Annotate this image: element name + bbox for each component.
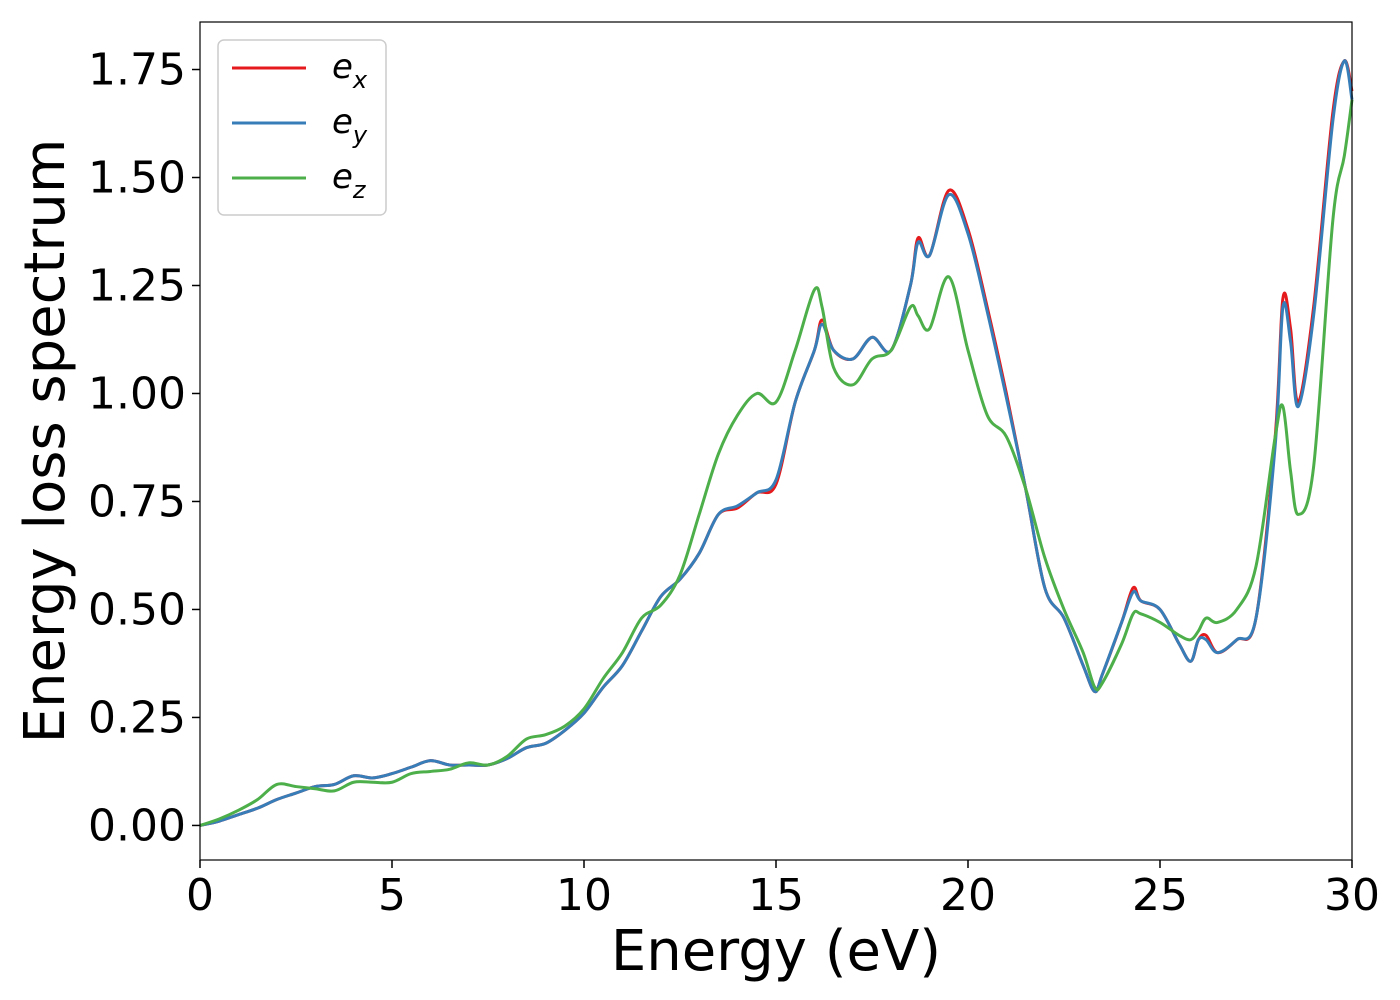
x-tick-label: 5 xyxy=(378,870,406,921)
x-axis: 0 5 10 15 20 25 30 xyxy=(186,860,1380,921)
y-tick-label: 0.00 xyxy=(88,800,186,851)
x-tick-label: 10 xyxy=(556,870,612,921)
y-tick-label: 0.50 xyxy=(88,584,186,635)
legend-label-ex: ex xyxy=(332,47,368,94)
legend-box xyxy=(217,39,387,216)
series-line-ey xyxy=(199,59,1354,827)
y-tick-label: 0.25 xyxy=(88,692,186,743)
x-axis-label: Energy (eV) xyxy=(611,919,941,984)
y-tick-label: 1.25 xyxy=(88,260,186,311)
y-tick-label: 1.50 xyxy=(88,153,186,204)
legend-label-ey: ey xyxy=(332,102,368,149)
y-tick-label: 1.00 xyxy=(88,368,186,419)
x-tick-label: 0 xyxy=(186,870,214,921)
series-layer xyxy=(199,59,1354,827)
x-tick-label: 20 xyxy=(940,870,996,921)
y-tick-label: 0.75 xyxy=(88,476,186,527)
y-tick-label: 1.75 xyxy=(88,45,186,96)
x-tick-label: 15 xyxy=(748,870,804,921)
x-tick-label: 25 xyxy=(1132,870,1188,921)
y-axis-label: Energy loss spectrum xyxy=(13,139,78,744)
y-axis: 0.00 0.25 0.50 0.75 1.00 1.25 1.50 1.75 xyxy=(88,45,200,851)
x-tick-label: 30 xyxy=(1324,870,1380,921)
series-line-ez xyxy=(199,99,1354,827)
